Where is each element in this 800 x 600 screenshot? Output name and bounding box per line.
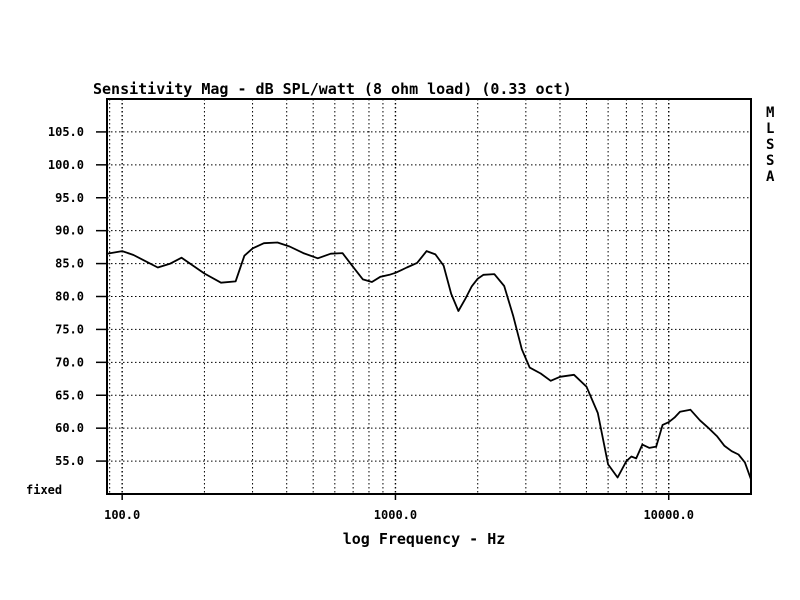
x-axis-label: log Frequency - Hz xyxy=(343,530,506,548)
y-tick-label: 85.0 xyxy=(55,257,84,271)
chart-title: Sensitivity Mag - dB SPL/watt (8 ohm loa… xyxy=(93,80,572,98)
side-letter: A xyxy=(766,169,775,185)
y-tick-label: 90.0 xyxy=(55,224,84,238)
y-axis-ticks: 105.0 100.0 95.0 90.0 85.0 80.0 75.0 70.0 65.0 60… xyxy=(26,125,107,497)
y-tick-label: 65.0 xyxy=(55,388,84,402)
side-letter: L xyxy=(766,121,774,137)
y-tick-label: 80.0 xyxy=(55,290,84,304)
x-axis-ticks: 100.0 1000.0 10000.0 xyxy=(104,494,694,522)
side-letter: S xyxy=(766,137,774,153)
y-tick-label: 95.0 xyxy=(55,191,84,205)
y-tick-label: 55.0 xyxy=(55,454,84,468)
y-tick-label: 105.0 xyxy=(48,125,84,139)
y-tick-label: 70.0 xyxy=(55,355,84,369)
x-tick-label: 100.0 xyxy=(104,508,140,522)
grid-layer xyxy=(107,99,751,494)
y-tick-label: 60.0 xyxy=(55,421,84,435)
x-tick-label: 10000.0 xyxy=(643,508,694,522)
x-tick-label: 1000.0 xyxy=(374,508,417,522)
series-layer xyxy=(106,241,752,480)
side-letter: M xyxy=(766,105,774,121)
series-line xyxy=(106,241,752,480)
y-bottom-label: fixed xyxy=(26,483,62,497)
side-letter: S xyxy=(766,153,774,169)
y-tick-label: 75.0 xyxy=(55,322,84,336)
y-tick-label: 100.0 xyxy=(48,158,84,172)
